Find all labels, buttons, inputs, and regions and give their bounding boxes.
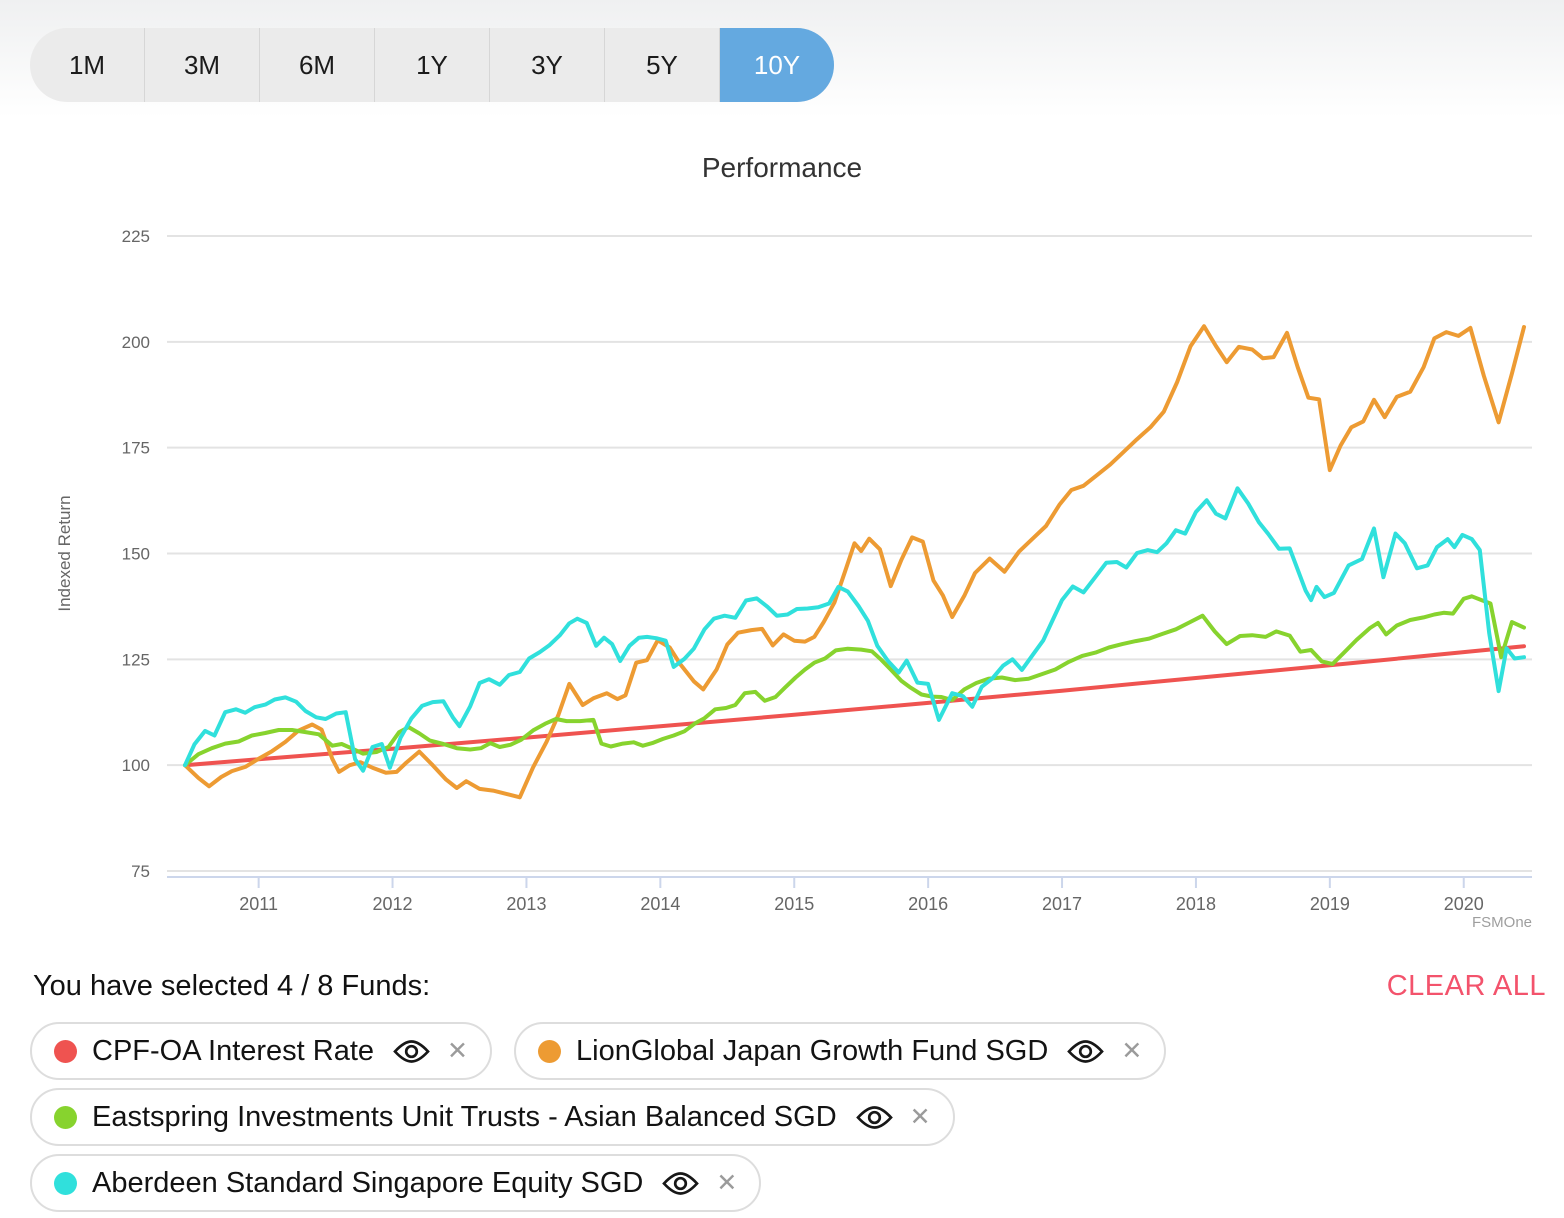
series-line-aberdeen-singapore-equity[interactable] [183,486,1526,773]
fund-chip-label: LionGlobal Japan Growth Fund SGD [576,1034,1049,1067]
remove-fund-icon[interactable]: ✕ [909,1102,931,1131]
series-line-eastspring-asian-balanced[interactable] [183,594,1526,768]
visibility-toggle-eye-icon[interactable] [1067,1038,1105,1065]
fund-chip-lionglobal-japan-growth: LionGlobal Japan Growth Fund SGD ✕ [514,1022,1167,1080]
y-axis-label: 150 [122,544,150,563]
range-button-10y[interactable]: 10Y [720,28,834,102]
visibility-toggle-eye-icon[interactable] [855,1104,893,1131]
time-range-selector: 1M 3M 6M 1Y 3Y 5Y 10Y [30,28,834,102]
x-axis-label: 2011 [239,894,278,914]
y-axis-title: Indexed Return [55,495,74,611]
x-axis-label: 2020 [1444,894,1484,914]
x-axis-label: 2018 [1176,894,1216,914]
selection-header: You have selected 4 / 8 Funds: CLEAR ALL [33,970,1546,1003]
x-axis-label: 2015 [774,894,814,914]
y-axis-label: 175 [122,439,150,458]
performance-chart: 75 100 125 150 175 200 225 2011 2012 2013 2014 2015… [55,227,1532,931]
x-axis: 2011 2012 2013 2014 2015 2016 2017 2018 2019 2020 [167,876,1532,914]
range-button-1m[interactable]: 1M [30,28,145,102]
chart-watermark: FSMOne [1472,914,1532,931]
y-axis-label: 75 [131,862,150,881]
fund-chip-aberdeen-singapore-equity: Aberdeen Standard Singapore Equity SGD ✕ [30,1154,762,1212]
remove-fund-icon[interactable]: ✕ [1121,1036,1143,1065]
x-axis-label: 2016 [908,894,948,914]
fund-color-dot [54,1171,77,1195]
selected-funds-list: CPF-OA Interest Rate ✕ LionGlobal Japan Gr… [30,1022,1546,1212]
remove-fund-icon[interactable]: ✕ [716,1168,738,1197]
x-axis-label: 2017 [1042,894,1082,914]
visibility-toggle-eye-icon[interactable] [393,1038,430,1065]
y-axis-label: 100 [122,756,150,775]
fund-chip-label: Aberdeen Standard Singapore Equity SGD [92,1166,644,1199]
x-axis-label: 2013 [506,894,546,914]
fund-chip-cpf-oa-interest-rate: CPF-OA Interest Rate ✕ [30,1022,492,1080]
fund-chip-eastspring-asian-balanced: Eastspring Investments Unit Trusts - Asi… [30,1088,955,1146]
fund-color-dot [54,1039,77,1063]
visibility-toggle-eye-icon[interactable] [662,1170,700,1197]
selection-summary: You have selected 4 / 8 Funds: [33,970,431,1002]
range-button-6m[interactable]: 6M [260,28,375,102]
y-axis-label: 125 [122,650,150,669]
range-button-3y[interactable]: 3Y [490,28,605,102]
fund-color-dot [54,1105,77,1129]
fund-color-dot [538,1039,561,1063]
y-axis-label: 200 [122,333,150,352]
y-axis-label: 225 [122,227,150,246]
x-axis-label: 2014 [640,894,680,914]
series-line-lionglobal-japan-growth[interactable] [183,324,1526,800]
remove-fund-icon[interactable]: ✕ [447,1036,468,1065]
fund-chip-label: CPF-OA Interest Rate [92,1034,375,1067]
range-button-5y[interactable]: 5Y [605,28,720,102]
fund-chip-label: Eastspring Investments Unit Trusts - Asi… [92,1100,837,1133]
range-button-3m[interactable]: 3M [145,28,260,102]
range-button-1y[interactable]: 1Y [375,28,490,102]
chart-title: Performance [701,152,863,183]
y-axis-labels: 75 100 125 150 175 200 225 [122,227,150,881]
x-axis-label: 2012 [373,894,413,914]
x-axis-label: 2019 [1310,894,1350,914]
clear-all-button[interactable]: CLEAR ALL [1386,970,1546,1002]
gridlines [167,235,1532,872]
